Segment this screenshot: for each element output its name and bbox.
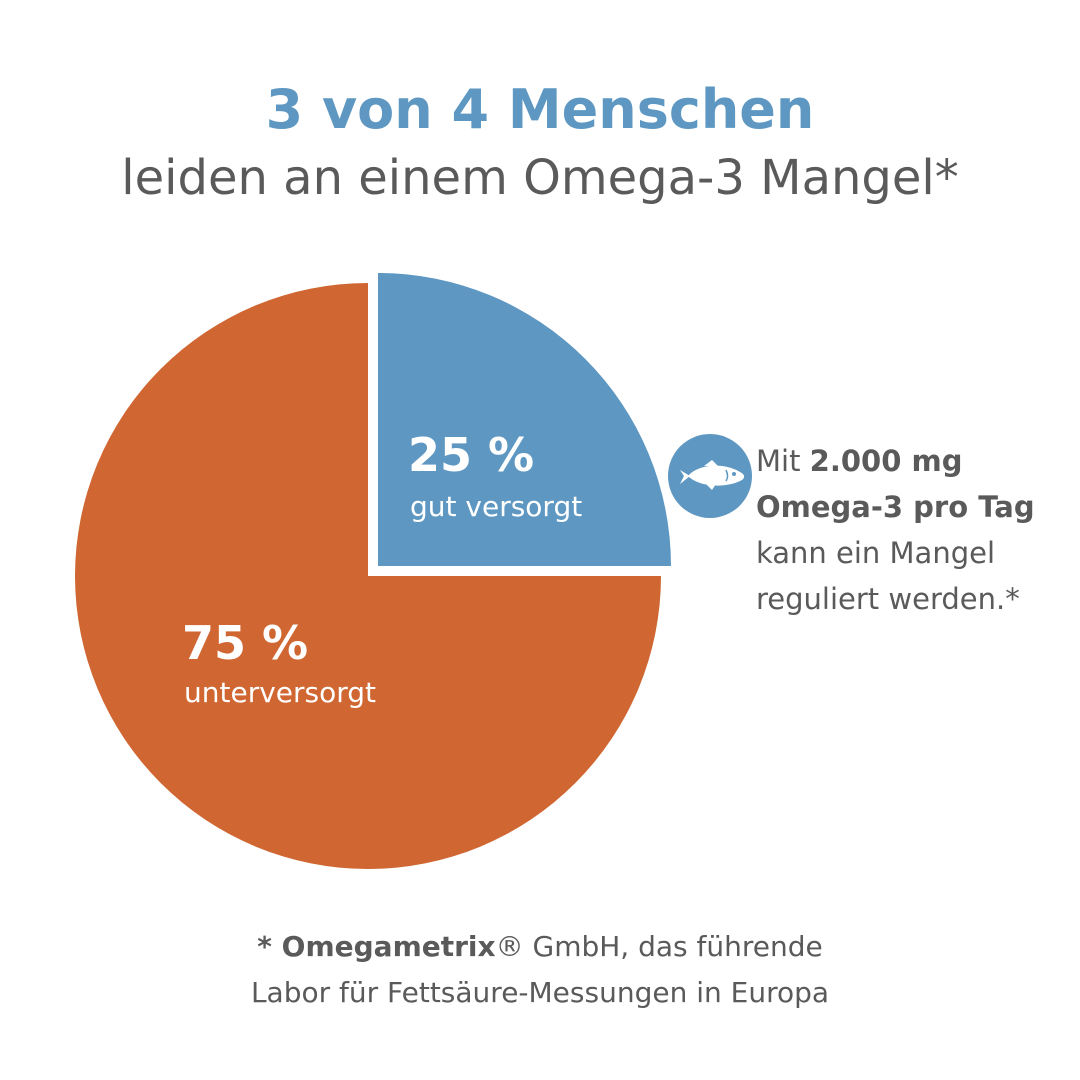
slice-label-unterversorgt: unterversorgt <box>184 676 377 709</box>
slice-value-unterversorgt: 75 % <box>182 616 309 670</box>
footnote-rest: ® GmbH, das führende <box>495 930 823 963</box>
fish-icon <box>668 434 752 518</box>
note-prefix: Mit <box>756 444 810 478</box>
chart-title: 3 von 4 Menschen <box>265 78 815 141</box>
note-product: Omega-3 pro Tag <box>756 490 1035 524</box>
slice-label-gut-versorgt: gut versorgt <box>410 490 583 523</box>
chart-subtitle: leiden an einem Omega-3 Mangel* <box>121 150 959 206</box>
footnote: * Omegametrix® GmbH, das führende Labor … <box>0 924 1080 1016</box>
footnote-star: * <box>257 930 282 963</box>
slice-value-gut-versorgt: 25 % <box>408 428 535 482</box>
omega3-note: Mit 2.000 mg Omega-3 pro Tag kann ein Ma… <box>756 438 1056 622</box>
footnote-brand: Omegametrix <box>281 930 496 963</box>
note-dose: 2.000 mg <box>809 444 963 478</box>
pie-slice-gut-versorgt <box>377 273 671 567</box>
pie-slice-unterversorgt <box>75 283 661 869</box>
note-line4: reguliert werden.* <box>756 582 1020 616</box>
note-line3: kann ein Mangel <box>756 536 996 570</box>
footnote-line2: Labor für Fettsäure-Messungen in Europa <box>250 976 830 1009</box>
